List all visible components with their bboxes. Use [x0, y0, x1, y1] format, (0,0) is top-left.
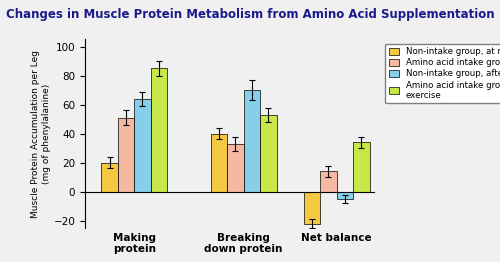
- Bar: [304, 192, 320, 223]
- Text: Changes in Muscle Protein Metabolism from Amino Acid Supplementation: Changes in Muscle Protein Metabolism fro…: [6, 8, 494, 21]
- Bar: [336, 192, 353, 199]
- Bar: [118, 118, 134, 192]
- Bar: [150, 68, 167, 192]
- Bar: [353, 142, 370, 192]
- Bar: [260, 115, 276, 192]
- Bar: [102, 163, 118, 192]
- Bar: [211, 134, 228, 192]
- Bar: [228, 144, 244, 192]
- Y-axis label: Muscle Protein Accumulation per Leg
(mg of phenylalanine): Muscle Protein Accumulation per Leg (mg …: [31, 50, 50, 218]
- Bar: [134, 99, 150, 192]
- Legend: Non-intake group, at rest, Amino acid intake group, at rest, Non-intake group, a: Non-intake group, at rest, Amino acid in…: [385, 43, 500, 103]
- Bar: [320, 171, 336, 192]
- Bar: [244, 90, 260, 192]
